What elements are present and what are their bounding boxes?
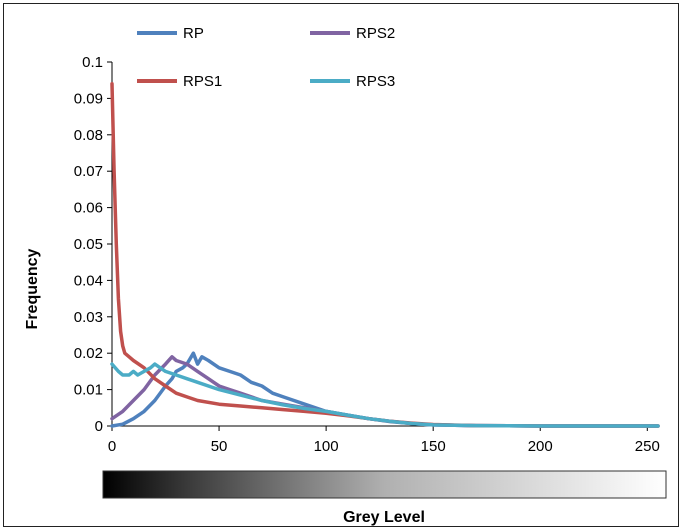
x-tick-label: 100 bbox=[314, 438, 339, 455]
series-line-rps1 bbox=[110, 82, 660, 428]
y-tick-label: 0.05 bbox=[74, 236, 103, 253]
y-tick-label: 0.06 bbox=[74, 200, 103, 217]
x-tick-label: 50 bbox=[211, 438, 228, 455]
legend-label-rp: RP bbox=[183, 25, 204, 42]
axes: 0 0.01 0.02 0.03 0.04 0.05 0.06 0.07 0.08 0.09 0.1… bbox=[74, 54, 660, 455]
series-line-rps3 bbox=[110, 362, 660, 428]
x-tick-label: 200 bbox=[528, 438, 553, 455]
y-axis-title: Frequency bbox=[24, 248, 41, 329]
y-tick-label: 0.07 bbox=[74, 163, 103, 180]
y-tick-label: 0.1 bbox=[82, 54, 103, 71]
series-layer bbox=[110, 82, 660, 428]
series-line-rps2 bbox=[110, 355, 660, 428]
y-tick-label: 0.09 bbox=[74, 90, 103, 107]
legend-label-rps2: RPS2 bbox=[356, 25, 395, 42]
y-tick-label: 0.02 bbox=[74, 345, 103, 362]
legend-label-rps3: RPS3 bbox=[356, 73, 395, 90]
greyscale-colorbar bbox=[102, 470, 667, 499]
y-tick-label: 0.04 bbox=[74, 272, 103, 289]
y-tick-label: 0.01 bbox=[74, 382, 103, 399]
y-tick-label: 0.08 bbox=[74, 127, 103, 144]
series-line-rp bbox=[110, 351, 660, 428]
legend: RP RPS1 RPS2 RPS3 bbox=[137, 25, 395, 90]
x-tick-label: 0 bbox=[108, 438, 116, 455]
x-axis-title: Grey Level bbox=[343, 509, 425, 526]
y-tick-label: 0 bbox=[95, 418, 103, 435]
x-tick-label: 250 bbox=[635, 438, 660, 455]
x-tick-label: 150 bbox=[421, 438, 446, 455]
legend-label-rps1: RPS1 bbox=[183, 73, 222, 90]
y-tick-label: 0.03 bbox=[74, 309, 103, 326]
